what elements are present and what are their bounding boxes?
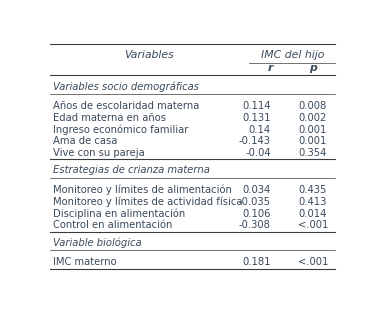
Text: 0.413: 0.413	[298, 197, 327, 207]
Text: Años de escolaridad materna: Años de escolaridad materna	[53, 101, 199, 111]
Text: Variables socio demográficas: Variables socio demográficas	[53, 81, 199, 92]
Text: -0.143: -0.143	[238, 136, 271, 147]
Text: Ama de casa: Ama de casa	[53, 136, 117, 147]
Text: 0.002: 0.002	[298, 113, 327, 123]
Text: Monitoreo y límites de alimentación: Monitoreo y límites de alimentación	[53, 185, 231, 195]
Text: 0.114: 0.114	[242, 101, 271, 111]
Text: IMC del hijo: IMC del hijo	[261, 50, 324, 60]
Text: Variable biológica: Variable biológica	[53, 237, 141, 248]
Text: 0.14: 0.14	[249, 124, 271, 135]
Text: Variables: Variables	[124, 50, 174, 60]
Text: 0.008: 0.008	[298, 101, 327, 111]
Text: r: r	[268, 63, 273, 73]
Text: p: p	[309, 63, 316, 73]
Text: -0.035: -0.035	[238, 197, 271, 207]
Text: 0.001: 0.001	[298, 136, 327, 147]
Text: 0.181: 0.181	[242, 257, 271, 267]
Text: 0.131: 0.131	[242, 113, 271, 123]
Text: Ingreso económico familiar: Ingreso económico familiar	[53, 124, 188, 135]
Text: 0.106: 0.106	[242, 209, 271, 219]
Text: Edad materna en años: Edad materna en años	[53, 113, 166, 123]
Text: 0.034: 0.034	[242, 185, 271, 195]
Text: -0.04: -0.04	[245, 148, 271, 158]
Text: IMC materno: IMC materno	[53, 257, 116, 267]
Text: 0.354: 0.354	[298, 148, 327, 158]
Text: 0.435: 0.435	[298, 185, 327, 195]
Text: Control en alimentación: Control en alimentación	[53, 220, 172, 230]
Text: <.001: <.001	[298, 257, 328, 267]
Text: Estrategias de crianza materna: Estrategias de crianza materna	[53, 165, 210, 176]
Text: 0.014: 0.014	[298, 209, 327, 219]
Text: 0.001: 0.001	[298, 124, 327, 135]
Text: -0.308: -0.308	[239, 220, 271, 230]
Text: Monitoreo y límites de actividad física: Monitoreo y límites de actividad física	[53, 196, 242, 207]
Text: Disciplina en alimentación: Disciplina en alimentación	[53, 208, 185, 219]
Text: <.001: <.001	[298, 220, 328, 230]
Text: Vive con su pareja: Vive con su pareja	[53, 148, 144, 158]
